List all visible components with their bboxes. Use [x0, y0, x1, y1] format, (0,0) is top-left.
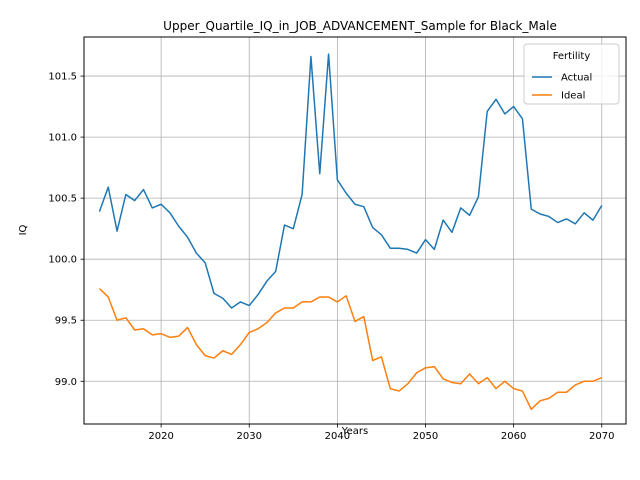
- y-tick-label: 100.5: [48, 194, 77, 205]
- legend-box: [523, 43, 620, 105]
- x-axis-label: Years: [341, 426, 368, 437]
- x-tick-label: 2040: [325, 431, 350, 442]
- legend-label-actual: Actual: [561, 73, 592, 84]
- y-tick-label: 101.0: [48, 133, 77, 144]
- x-tick-label: 2030: [237, 431, 262, 442]
- x-tick-label: 2060: [501, 431, 526, 442]
- y-tick-label: 101.5: [48, 72, 77, 83]
- legend: Fertility Actual Ideal: [523, 43, 620, 105]
- x-tick-label: 2070: [589, 431, 614, 442]
- axes-frame: [83, 36, 627, 425]
- series-layer: [98, 53, 603, 411]
- chart-title: Upper_Quartile_IQ_in_JOB_ADVANCEMENT_Sam…: [163, 19, 557, 33]
- y-axis-label: IQ: [18, 224, 29, 235]
- legend-title: Fertility: [553, 51, 591, 62]
- x-tick-label: 2020: [148, 431, 173, 442]
- grid: [84, 37, 626, 424]
- y-tick-label: 99.5: [55, 316, 77, 327]
- y-tick-label: 99.0: [55, 377, 77, 388]
- legend-label-ideal: Ideal: [561, 91, 585, 102]
- y-axis: 99.0 99.5 100.0 100.5 101.0 101.5: [48, 72, 84, 388]
- x-axis: 2020 2030 2040 2050 2060 2070: [148, 424, 614, 442]
- series-line-ideal: [98, 287, 603, 411]
- y-tick-label: 100.0: [48, 255, 77, 266]
- series-line-actual: [98, 53, 603, 309]
- x-tick-label: 2050: [413, 431, 438, 442]
